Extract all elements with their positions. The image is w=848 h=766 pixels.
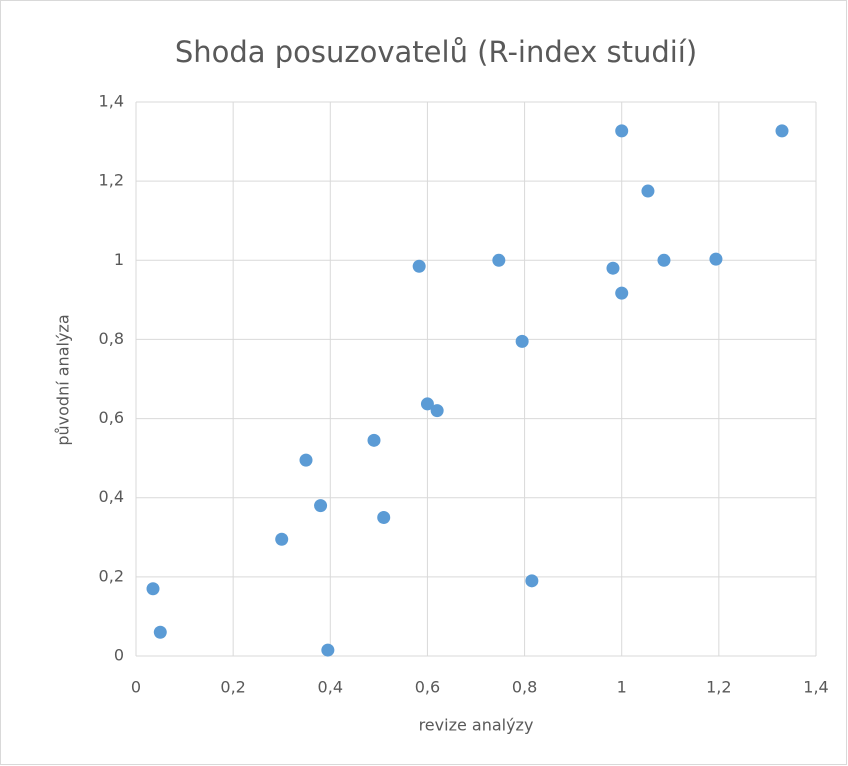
y-tick-label: 0,8 bbox=[99, 329, 124, 348]
point bbox=[321, 643, 335, 657]
y-axis-title: původní analýza bbox=[54, 314, 73, 445]
point bbox=[709, 252, 723, 266]
point bbox=[367, 433, 381, 447]
y-tick-label: 0,2 bbox=[99, 566, 124, 585]
point bbox=[525, 574, 539, 588]
point bbox=[492, 253, 506, 267]
y-tick-label: 1 bbox=[114, 250, 124, 269]
point bbox=[412, 259, 426, 273]
point bbox=[430, 404, 444, 418]
point bbox=[641, 184, 655, 198]
y-tick-label: 1,4 bbox=[99, 92, 124, 111]
point bbox=[615, 286, 629, 300]
x-tick-label: 0,8 bbox=[512, 678, 537, 697]
point bbox=[420, 397, 434, 411]
point bbox=[299, 453, 313, 467]
x-tick-label: 0 bbox=[131, 678, 141, 697]
point bbox=[377, 511, 391, 524]
chart-title: Shoda posuzovatelů (R-index studií) bbox=[175, 35, 697, 69]
x-tick-label: 0,6 bbox=[415, 678, 440, 697]
y-tick-label: 0,6 bbox=[99, 408, 124, 427]
x-tick-label: 0,2 bbox=[220, 678, 245, 697]
y-tick-label: 0,4 bbox=[99, 487, 124, 506]
x-tick-label: 1,2 bbox=[706, 678, 731, 697]
point bbox=[153, 625, 167, 639]
point bbox=[775, 124, 789, 138]
point bbox=[615, 124, 629, 138]
x-tick-label: 1,4 bbox=[803, 678, 828, 697]
point bbox=[314, 499, 328, 513]
point bbox=[657, 253, 671, 267]
point bbox=[606, 261, 620, 275]
x-axis-title: revize analýzy bbox=[419, 716, 534, 735]
x-tick-label: 1 bbox=[617, 678, 627, 697]
y-tick-label: 0 bbox=[114, 646, 124, 665]
point bbox=[515, 334, 529, 348]
point bbox=[146, 582, 160, 596]
y-tick-label: 1,2 bbox=[99, 171, 124, 190]
x-tick-label: 0,4 bbox=[318, 678, 343, 697]
point bbox=[275, 532, 289, 546]
